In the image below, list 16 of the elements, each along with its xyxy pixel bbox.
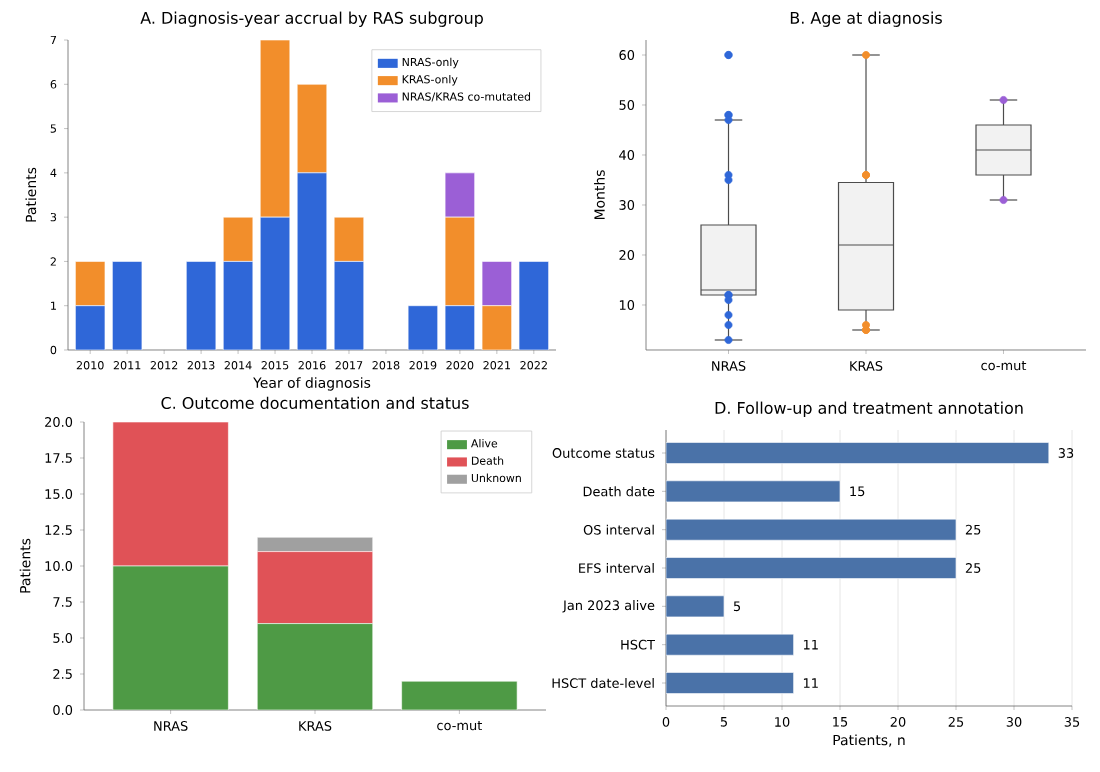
bar xyxy=(666,633,794,656)
bar xyxy=(112,565,229,710)
bar xyxy=(518,261,549,350)
bar xyxy=(112,261,143,350)
bar xyxy=(407,305,438,350)
bar xyxy=(666,595,725,618)
bar xyxy=(186,261,217,350)
bar xyxy=(256,551,374,624)
bar xyxy=(666,442,1050,464)
bar xyxy=(666,518,957,541)
bar xyxy=(666,557,957,579)
bar xyxy=(666,480,841,503)
bar xyxy=(666,672,794,694)
bar xyxy=(256,623,374,710)
bar xyxy=(112,422,229,567)
bar xyxy=(401,680,518,710)
